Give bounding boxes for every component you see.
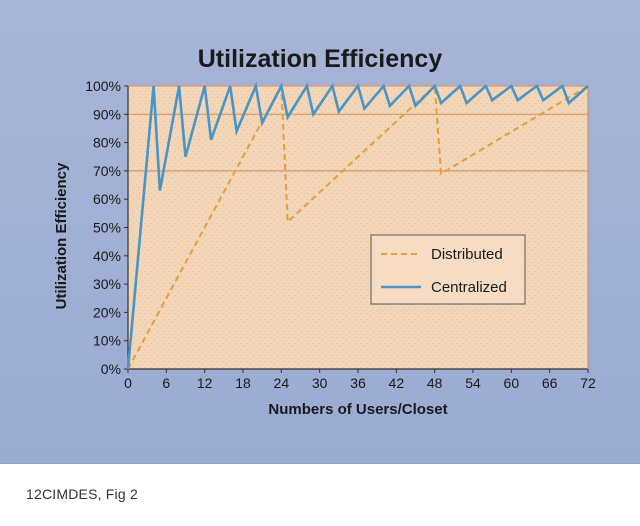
x-tick-label: 30	[312, 375, 328, 391]
y-tick-label: 30%	[93, 276, 121, 292]
x-tick-label: 66	[542, 375, 558, 391]
y-tick-label: 20%	[93, 304, 121, 320]
y-tick-label: 10%	[93, 333, 121, 349]
series-line-distributed	[127, 82, 589, 370]
chart-panel: Utilization Efficiency 0% 10% 20% 30% 40% 50%…	[0, 0, 640, 464]
x-tick-label: 72	[580, 375, 596, 391]
chart-title: Utilization Efficiency	[198, 45, 443, 73]
x-tick-label: 6	[162, 375, 170, 391]
legend-box	[370, 234, 526, 305]
x-axis-label: Numbers of Users/Closet	[268, 401, 447, 418]
y-tick-label: 70%	[93, 163, 121, 179]
x-tick-label: 42	[389, 375, 405, 391]
y-tick-label: 100%	[85, 78, 121, 94]
x-tick-label: 60	[504, 375, 520, 391]
legend-label-distributed: Distributed	[431, 246, 503, 263]
figure-caption: 12CIMDES, Fig 2	[26, 486, 138, 502]
y-tick-label: 0%	[101, 361, 121, 377]
plot-background	[128, 86, 588, 369]
x-tick-label: 48	[427, 375, 443, 391]
x-tick-label: 36	[350, 375, 366, 391]
x-tick-label: 12	[197, 375, 213, 391]
y-tick-label: 90%	[93, 106, 121, 122]
x-tick-label: 54	[465, 375, 481, 391]
legend-label-centralized: Centralized	[431, 279, 507, 296]
y-tick-label: 50%	[93, 220, 121, 236]
y-tick-label: 40%	[93, 248, 121, 264]
y-tick-label: 80%	[93, 135, 121, 151]
x-tick-label: 18	[235, 375, 251, 391]
plot-area: 0% 10% 20% 30% 40% 50% 60% 70% 80% 90% 100% 0 6 12 18 2…	[85, 78, 596, 391]
x-tick-label: 24	[274, 375, 290, 391]
y-axis-label: Utilization Efficiency	[53, 162, 70, 309]
y-tick-label: 60%	[93, 191, 121, 207]
utilization-chart: Utilization Efficiency 0% 10% 20% 30% 40% 50%…	[53, 45, 596, 418]
x-tick-label: 0	[124, 375, 132, 391]
series-line-centralized	[126, 81, 589, 370]
